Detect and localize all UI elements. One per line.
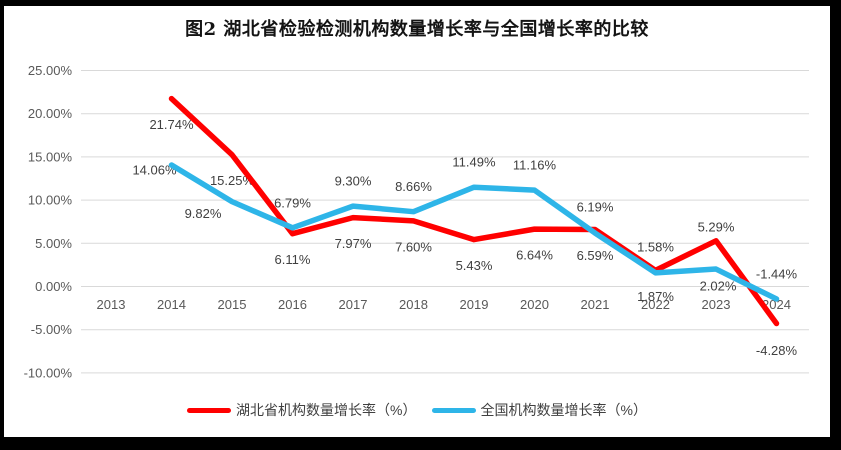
legend-line-swatch-national	[431, 407, 476, 413]
legend-line-swatch-hubei	[187, 407, 232, 413]
legend-label-national: 全国机构数量增长率（%）	[480, 402, 647, 418]
legend-item-national: 全国机构数量增长率（%）	[431, 400, 647, 420]
legend-item-hubei: 湖北省机构数量增长率（%）	[187, 400, 417, 420]
chart-panel: 图2 湖北省检验检测机构数量增长率与全国增长率的比较 湖北省机构数量增长率（%）…	[4, 6, 830, 437]
legend-label-hubei: 湖北省机构数量增长率（%）	[236, 402, 417, 418]
legend: 湖北省机构数量增长率（%） 全国机构数量增长率（%）	[4, 400, 830, 420]
chart-title: 图2 湖北省检验检测机构数量增长率与全国增长率的比较	[185, 19, 649, 40]
